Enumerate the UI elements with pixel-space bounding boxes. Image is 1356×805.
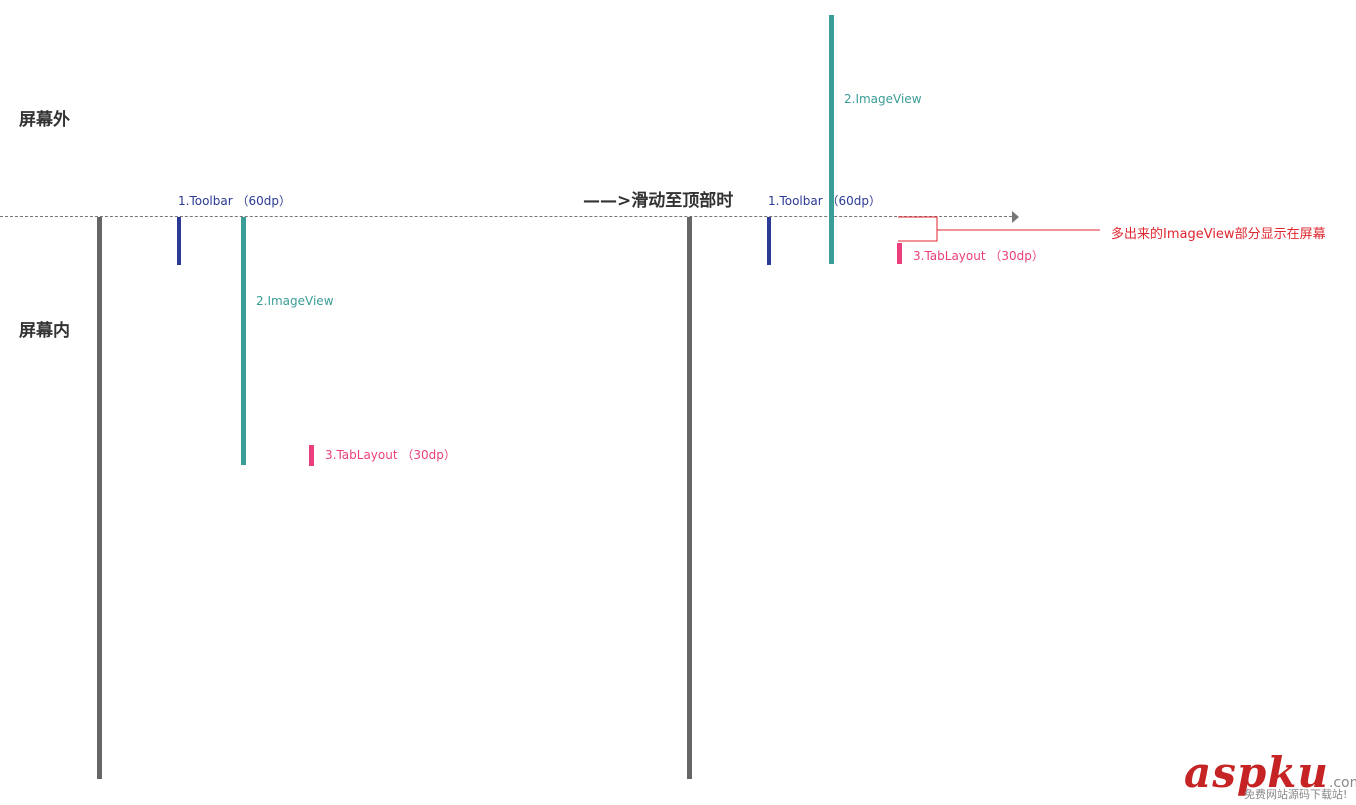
toolbar-label-before: 1.Toolbar （60dp） bbox=[178, 194, 291, 208]
tablayout-bar-before bbox=[309, 445, 314, 466]
imageview-label-after: 2.ImageView bbox=[844, 92, 922, 106]
imageview-bar-after bbox=[829, 15, 834, 264]
zone-label-outside: 屏幕外 bbox=[19, 110, 70, 130]
toolbar-bar-before bbox=[177, 217, 181, 265]
transition-label: ——>滑动至顶部时 bbox=[583, 191, 734, 211]
watermark-suffix: .com bbox=[1328, 775, 1356, 791]
toolbar-bar-after bbox=[767, 217, 771, 265]
tablayout-label-before: 3.TabLayout （30dp） bbox=[325, 448, 456, 462]
annotation-bracket bbox=[898, 216, 1100, 242]
imageview-bar-before bbox=[241, 217, 246, 465]
screen-edge-line bbox=[0, 216, 1012, 217]
watermark-sub-text: 免费网站源码下载站! bbox=[1244, 788, 1348, 801]
screen-bar-before bbox=[97, 217, 102, 779]
annotation-label: 多出来的ImageView部分显示在屏幕 bbox=[1111, 227, 1326, 242]
screen-bar-after bbox=[687, 217, 692, 779]
tablayout-bar-after bbox=[897, 243, 902, 264]
tablayout-label-after: 3.TabLayout （30dp） bbox=[913, 249, 1044, 263]
watermark-main-text: aspku bbox=[1184, 748, 1329, 797]
arrow-right-icon bbox=[1012, 211, 1019, 223]
watermark-logo: aspku.com bbox=[1184, 752, 1356, 794]
zone-label-inside: 屏幕内 bbox=[19, 321, 70, 341]
imageview-label-before: 2.ImageView bbox=[256, 294, 334, 308]
toolbar-label-after: 1.Toolbar （60dp） bbox=[768, 194, 881, 208]
